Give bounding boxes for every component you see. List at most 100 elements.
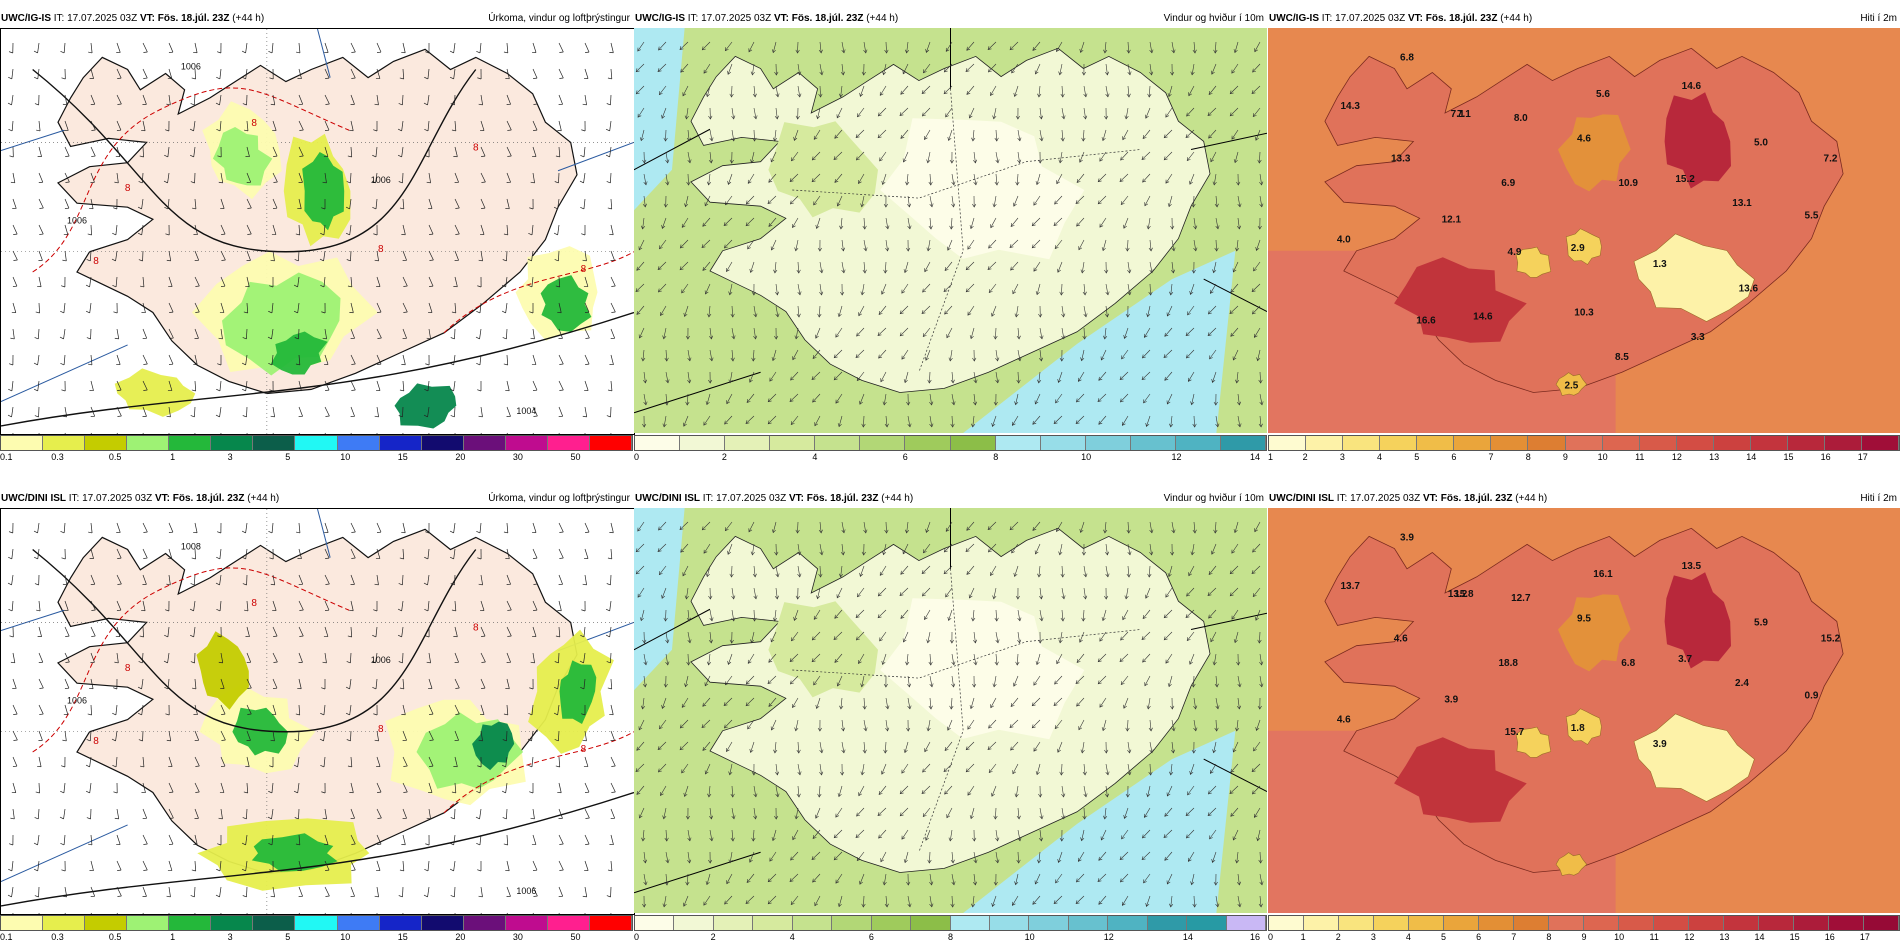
wind-barb xyxy=(8,120,14,132)
wind-barb xyxy=(532,120,538,131)
colorbar-tick-label: 20 xyxy=(455,932,466,942)
precip-map[interactable]: 1008 1006 1006 1006 8 8 8 8 8 8 xyxy=(0,508,635,915)
wind-arrow xyxy=(943,543,953,553)
wind-barb xyxy=(190,652,196,664)
colorbar-swatch xyxy=(753,916,793,930)
wind-barb xyxy=(428,756,434,767)
wind-barb xyxy=(191,380,197,392)
wind-arrow xyxy=(1163,609,1173,619)
wind-barb xyxy=(350,834,356,845)
wind-arrow xyxy=(833,349,843,359)
wind-arrow xyxy=(1104,741,1109,754)
colorbar-swatch xyxy=(127,436,170,450)
temperature-value-label: 18.8 xyxy=(1498,658,1518,669)
wind-barb xyxy=(584,860,589,871)
wind-arrow xyxy=(1167,85,1173,98)
wind-arrow xyxy=(1230,763,1239,773)
wind-arrow xyxy=(1083,85,1088,98)
wind-barb xyxy=(8,380,14,392)
wind-arrow xyxy=(884,895,889,908)
wind-barb xyxy=(90,652,95,663)
wind-barb xyxy=(37,756,42,768)
wind-barb xyxy=(609,704,614,716)
temperature-value-label: 3.9 xyxy=(1444,694,1458,705)
wind-arrow xyxy=(701,239,711,249)
temp-map[interactable]: 3.9 13.2 13.7 15.8 12.7 16.1 13.5 4.6 9.5 18.8 6.8… xyxy=(1268,508,1900,913)
wind-barb xyxy=(220,276,226,287)
wind-arrow xyxy=(988,719,997,729)
temp-colorbar xyxy=(1268,435,1900,451)
colorbar-tick-label: 0.3 xyxy=(51,932,64,942)
wind-arrow xyxy=(834,609,843,619)
wind-arrow xyxy=(729,85,734,98)
wind-map[interactable] xyxy=(634,508,1267,913)
wind-arrow xyxy=(1229,587,1239,597)
wind-arrow xyxy=(885,217,890,230)
temp-colorbar-ticks: 1 2 3 4 5 6 7 8 9 10 11 12 13 14 15 16 17 xyxy=(1268,452,1900,464)
wind-arrow xyxy=(1010,217,1019,228)
colorbar-tick-label: 0 xyxy=(1268,932,1274,942)
precipitation-area xyxy=(212,127,273,186)
wind-arrow xyxy=(1167,675,1173,688)
wind-arrow xyxy=(928,653,933,666)
wind-barb xyxy=(454,198,460,209)
wind-arrow xyxy=(1237,415,1242,428)
wind-arrow xyxy=(945,587,953,598)
wind-map[interactable] xyxy=(634,28,1267,433)
temperature-value-label: 14.6 xyxy=(1473,312,1493,323)
wind-arrow xyxy=(972,873,978,886)
wind-arrow xyxy=(657,283,667,293)
wind-arrow xyxy=(906,873,911,886)
wind-arrow xyxy=(702,697,711,707)
wind-arrow xyxy=(723,697,733,707)
colorbar-swatch xyxy=(1750,436,1788,450)
wind-arrow xyxy=(749,261,755,274)
wind-arrow xyxy=(1121,829,1129,840)
wind-arrow xyxy=(860,195,865,208)
wind-arrow xyxy=(907,675,912,688)
wind-arrow xyxy=(1032,521,1041,531)
wind-arrow xyxy=(855,349,865,359)
wind-barb xyxy=(164,146,170,158)
wind-arrow xyxy=(723,217,733,227)
wind-barb xyxy=(272,600,277,611)
wind-arrow xyxy=(724,415,733,425)
colorbar-swatch xyxy=(1175,436,1222,450)
wind-arrow xyxy=(1149,741,1154,754)
wind-barb xyxy=(193,354,198,366)
wind-arrow xyxy=(992,195,997,208)
wind-arrow xyxy=(796,305,801,318)
wind-arrow xyxy=(1231,543,1239,554)
wind-arrow xyxy=(728,851,733,864)
wind-arrow xyxy=(772,129,778,142)
wind-arrow xyxy=(774,107,779,120)
wind-arrow xyxy=(726,393,733,405)
wind-barb xyxy=(531,834,537,845)
colorbar-swatch xyxy=(1713,436,1751,450)
wind-arrow xyxy=(641,829,646,842)
isobar-label: 1006 xyxy=(67,215,87,225)
wind-barb xyxy=(558,328,563,339)
temperature-contour-label: 8 xyxy=(581,264,587,275)
wind-arrow xyxy=(1075,415,1085,424)
wind-barb xyxy=(321,678,326,690)
wind-barb xyxy=(137,678,144,690)
wind-barb xyxy=(376,42,382,53)
precip-map[interactable]: 1006 1006 1006 1004 8 8 8 8 8 8 xyxy=(0,28,635,435)
wind-arrow xyxy=(679,239,689,249)
colorbar-swatch xyxy=(1479,916,1514,930)
wind-arrow xyxy=(902,543,909,555)
graticule-line xyxy=(317,509,331,558)
wind-arrow xyxy=(883,741,888,754)
wind-arrow xyxy=(1101,609,1107,622)
wind-barb xyxy=(116,548,122,559)
colorbar-tick-label: 2 xyxy=(1302,452,1308,462)
wind-barb xyxy=(453,626,458,638)
temp-map[interactable]: 6.8 7.1 14.3 7.1 8.0 5.6 14.6 13.3 4.6 6.9 10.9 15.… xyxy=(1268,28,1900,433)
wind-barb xyxy=(90,120,96,131)
wind-barb xyxy=(428,250,434,261)
precipitation-area xyxy=(559,660,597,724)
wind-arrow xyxy=(1076,217,1085,227)
wind-arrow xyxy=(683,415,689,427)
wind-barb xyxy=(319,730,326,742)
